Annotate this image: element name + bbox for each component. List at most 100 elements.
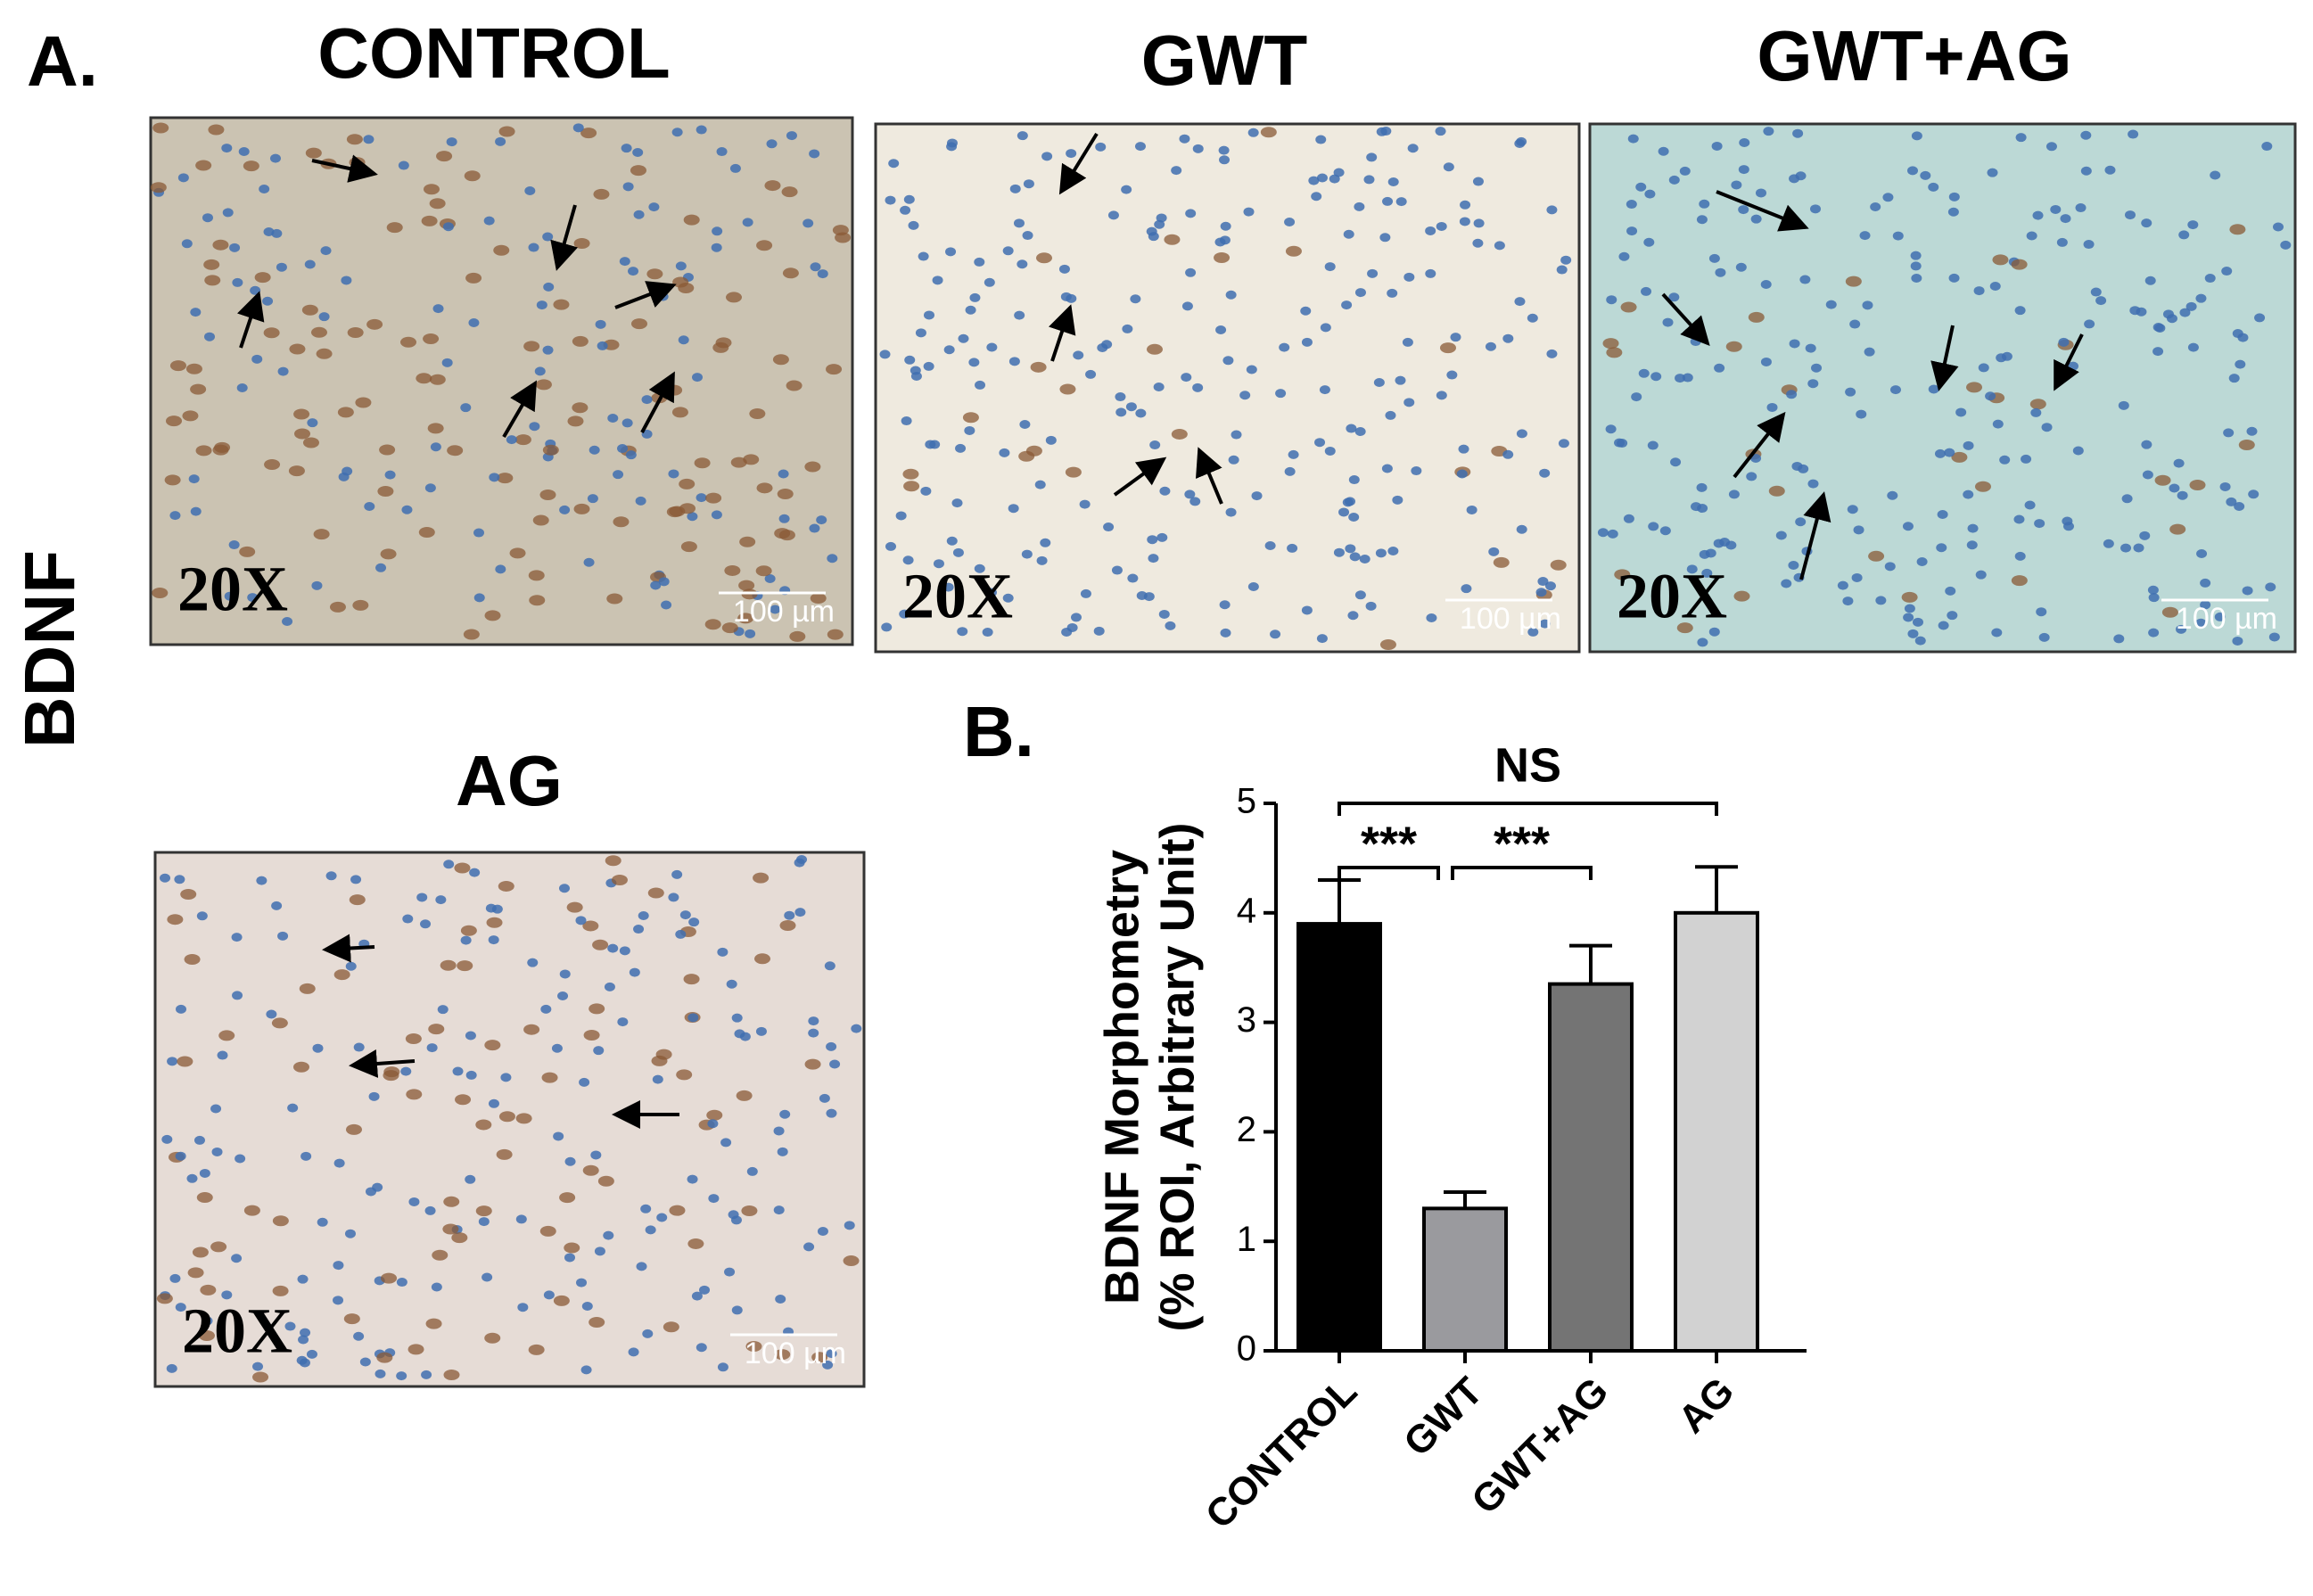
cell	[152, 587, 169, 598]
y-tick-label: 0	[1237, 1329, 1256, 1369]
cell	[1220, 628, 1231, 638]
cell	[169, 360, 186, 372]
cell	[575, 916, 587, 926]
cell	[1080, 588, 1091, 598]
cell	[496, 1148, 513, 1160]
cell	[1786, 390, 1798, 399]
cell	[2195, 293, 2207, 303]
cell	[190, 308, 202, 317]
cell	[1623, 514, 1634, 523]
cell	[827, 554, 838, 564]
cell	[651, 1055, 668, 1066]
cell	[542, 444, 559, 456]
cell	[282, 617, 293, 627]
cell	[1675, 374, 1686, 383]
micrograph: CONTROL 20X 100 µm	[149, 13, 854, 646]
cell	[955, 443, 967, 453]
cell	[808, 1028, 819, 1038]
cell	[2060, 214, 2071, 224]
cell	[1403, 398, 1415, 407]
cell	[2196, 548, 2208, 558]
cell	[184, 953, 201, 965]
cell	[1473, 218, 1485, 228]
cell	[344, 1229, 356, 1238]
cell	[1643, 237, 1655, 247]
cell	[1514, 297, 1526, 307]
cell	[211, 1147, 223, 1156]
significance-bracket	[1451, 866, 1593, 880]
cell	[2120, 543, 2132, 553]
cell	[809, 523, 820, 533]
cell	[262, 296, 274, 306]
cell	[523, 1024, 540, 1035]
cell	[731, 1013, 743, 1023]
cell	[272, 1215, 289, 1227]
cell	[625, 450, 637, 460]
cell	[1735, 262, 1747, 272]
cell	[528, 243, 539, 252]
cell	[888, 159, 900, 169]
cell	[540, 1004, 552, 1014]
cell	[2226, 497, 2237, 506]
cell	[1184, 489, 1196, 499]
cell	[364, 501, 375, 511]
cell	[1974, 481, 1991, 492]
cell	[1966, 382, 1983, 393]
cell	[2148, 593, 2160, 603]
cell	[1750, 453, 1762, 463]
cell	[734, 1029, 745, 1039]
cell	[235, 1154, 246, 1164]
arrow	[614, 281, 677, 309]
cell	[1901, 591, 1918, 603]
cell	[204, 275, 221, 286]
scale-bar-label: 100 µm	[745, 1337, 846, 1370]
cell	[1868, 550, 1885, 562]
cell	[621, 144, 632, 153]
cell	[288, 465, 305, 477]
cell	[1379, 233, 1391, 243]
cell	[169, 1273, 181, 1283]
cell	[1648, 522, 1659, 531]
cell	[2062, 522, 2074, 531]
cell	[1662, 317, 1674, 327]
cell	[236, 383, 248, 393]
cell	[2261, 142, 2273, 152]
cell	[933, 559, 944, 569]
cell	[431, 1282, 442, 1292]
cell	[929, 440, 941, 449]
cell	[181, 239, 193, 249]
cell	[1284, 217, 1296, 226]
micrograph-image	[874, 122, 1581, 654]
cell	[1239, 391, 1251, 400]
cell	[1343, 229, 1354, 239]
cell	[564, 1156, 576, 1166]
significance-bracket	[1338, 866, 1440, 880]
cell	[1631, 392, 1642, 402]
cell	[536, 300, 547, 310]
cell	[2228, 374, 2240, 383]
cell	[1537, 577, 1549, 587]
cell	[232, 991, 243, 1000]
cell	[573, 503, 590, 514]
cell	[1975, 570, 1987, 580]
cell	[399, 336, 416, 348]
cell	[1691, 502, 1702, 512]
cell	[804, 461, 821, 473]
cell	[1085, 369, 1097, 379]
cell	[482, 1272, 493, 1282]
cell	[1715, 267, 1726, 277]
cell	[1264, 541, 1276, 551]
cell	[443, 860, 455, 869]
cell	[1916, 557, 1928, 567]
cell	[2176, 624, 2187, 634]
cell	[266, 1009, 277, 1019]
cell	[498, 1111, 515, 1123]
cell	[488, 935, 499, 945]
cell	[2200, 600, 2211, 610]
cell	[1354, 427, 1366, 437]
cell	[711, 243, 722, 252]
cell	[175, 1151, 186, 1161]
cell	[2219, 481, 2231, 491]
cell	[628, 1347, 639, 1357]
cell	[353, 1042, 365, 1052]
